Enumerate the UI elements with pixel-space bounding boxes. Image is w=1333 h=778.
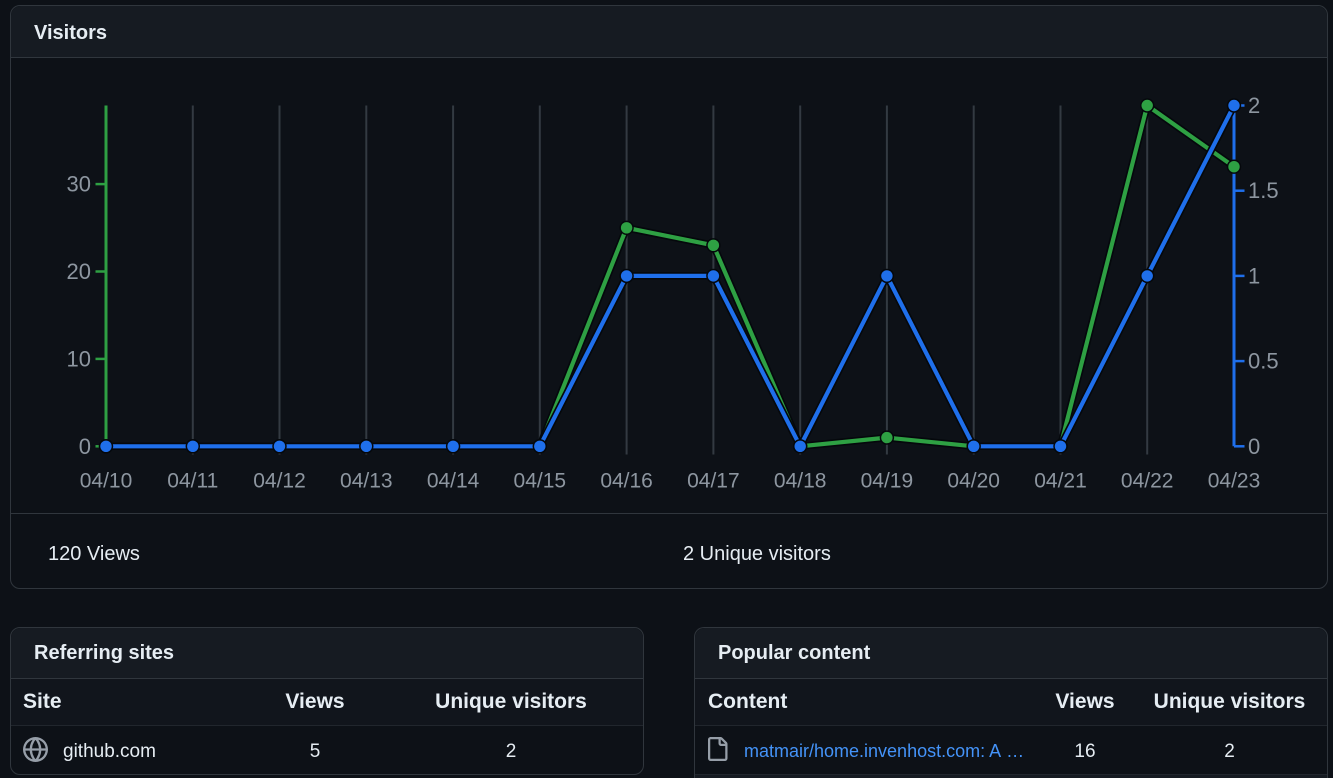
svg-text:04/18: 04/18 [774,470,827,493]
svg-text:20: 20 [67,259,91,284]
svg-text:0: 0 [1248,434,1260,459]
svg-text:0.5: 0.5 [1248,349,1279,374]
svg-text:04/23: 04/23 [1208,470,1261,493]
svg-text:30: 30 [67,172,91,197]
svg-text:04/15: 04/15 [514,470,567,493]
svg-text:04/13: 04/13 [340,470,393,493]
svg-text:04/17: 04/17 [687,470,740,493]
svg-text:10: 10 [67,346,91,371]
svg-text:04/21: 04/21 [1034,470,1087,493]
svg-text:04/10: 04/10 [80,470,133,493]
svg-text:04/20: 04/20 [947,470,1000,493]
svg-text:04/22: 04/22 [1121,470,1174,493]
svg-text:04/11: 04/11 [167,470,218,493]
svg-text:0: 0 [79,434,91,459]
svg-text:04/16: 04/16 [600,470,653,493]
svg-text:04/14: 04/14 [427,470,480,493]
svg-text:04/12: 04/12 [253,470,306,493]
svg-text:1: 1 [1248,263,1260,288]
svg-text:2: 2 [1248,93,1260,118]
svg-text:1.5: 1.5 [1248,178,1279,203]
svg-text:04/19: 04/19 [861,470,914,493]
